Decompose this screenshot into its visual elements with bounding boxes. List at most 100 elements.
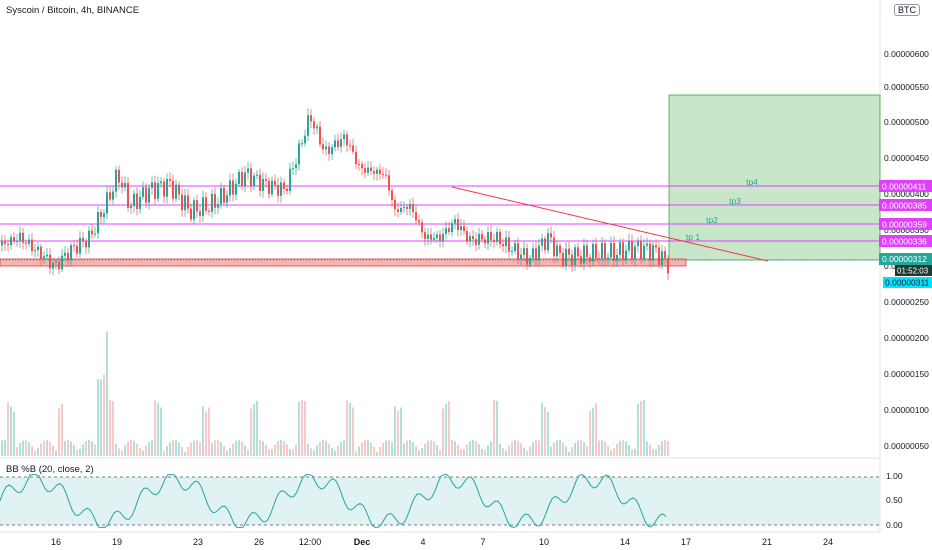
- candle-body: [397, 209, 399, 212]
- volume-bar: [364, 440, 366, 456]
- candle-body: [241, 171, 243, 186]
- candle-body: [49, 254, 51, 269]
- current-price-label: 0.00000312: [882, 254, 927, 264]
- candle-body: [112, 191, 114, 200]
- candle-body: [544, 238, 546, 251]
- volume-bar: [160, 407, 162, 456]
- candle-body: [253, 175, 255, 187]
- candle-body: [289, 168, 291, 191]
- volume-bar: [193, 440, 195, 456]
- price-tick-label: 0.00000500: [884, 117, 929, 127]
- price-tick-label: 0.00000400: [884, 189, 929, 199]
- candle-body: [457, 219, 459, 231]
- candle-body: [529, 257, 531, 265]
- candle-body: [46, 254, 48, 257]
- volume-bar: [475, 441, 477, 456]
- time-tick-label: 19: [112, 537, 122, 547]
- volume-bar: [490, 441, 492, 456]
- candle-body: [667, 258, 669, 274]
- level-price-label: 0.00000385: [882, 201, 927, 211]
- time-tick-label: 26: [254, 537, 264, 547]
- candle-body: [583, 245, 585, 264]
- candle-body: [10, 237, 12, 246]
- price-tick-label: 0.00000050: [884, 441, 929, 451]
- volume-bar: [88, 440, 90, 456]
- candle-body: [517, 243, 519, 259]
- candle-body: [469, 236, 471, 242]
- volume-bar: [526, 451, 528, 456]
- candle-body: [136, 193, 138, 209]
- volume-bar: [598, 440, 600, 456]
- volume-bar: [256, 400, 258, 456]
- volume-bar: [454, 441, 456, 456]
- candle-body: [166, 179, 168, 197]
- candle-body: [37, 246, 39, 251]
- candle-body: [298, 143, 300, 165]
- candle-body: [4, 241, 6, 244]
- time-tick-label: 14: [620, 537, 630, 547]
- volume-bar: [565, 446, 567, 456]
- candle-body: [553, 237, 555, 257]
- volume-bar: [604, 441, 606, 456]
- candle-body: [379, 169, 381, 174]
- candle-body: [496, 231, 498, 242]
- candle-body: [208, 210, 210, 212]
- volume-bar: [523, 447, 525, 456]
- volume-bar: [58, 408, 60, 456]
- candle-body: [481, 233, 483, 240]
- candle-body: [658, 247, 660, 265]
- price-tick-label: 0.00000200: [884, 333, 929, 343]
- volume-bar: [664, 440, 666, 456]
- volume-bar: [511, 441, 513, 456]
- candle-body: [103, 213, 105, 217]
- candle-body: [235, 183, 237, 195]
- volume-bar: [439, 450, 441, 456]
- candle-body: [97, 212, 99, 234]
- candle-body: [313, 121, 315, 129]
- candle-body: [217, 204, 219, 208]
- volume-bar: [502, 448, 504, 456]
- candle-body: [568, 248, 570, 255]
- volume-bar: [436, 445, 438, 456]
- candle-body: [247, 168, 249, 173]
- price-tick-label: 0.00000550: [884, 82, 929, 92]
- level-price-label: 0.00000411: [882, 182, 927, 192]
- volume-bar: [91, 441, 93, 456]
- candle-body: [478, 233, 480, 245]
- volume-bar: [340, 442, 342, 456]
- time-tick-label: 7: [480, 537, 485, 547]
- bb-tick-label: 0.50: [886, 495, 903, 505]
- volume-bar: [586, 446, 588, 456]
- volume-bar: [19, 442, 21, 456]
- candle-body: [283, 182, 285, 189]
- volume-bar: [13, 411, 15, 456]
- candle-body: [175, 184, 177, 199]
- candle-body: [367, 167, 369, 173]
- countdown-label: 01:52:03: [897, 267, 929, 276]
- volume-bar: [217, 440, 219, 456]
- volume-bar: [520, 443, 522, 456]
- volume-bar: [562, 442, 564, 456]
- candle-body: [94, 233, 96, 235]
- candle-body: [514, 243, 516, 251]
- volume-bar: [97, 379, 99, 456]
- volume-bar: [568, 451, 570, 456]
- volume-bar: [544, 407, 546, 456]
- volume-bar: [337, 445, 339, 456]
- candle-body: [196, 200, 198, 212]
- volume-bar: [67, 440, 69, 456]
- candle-body: [406, 206, 408, 209]
- candle-body: [415, 212, 417, 221]
- volume-bar: [613, 448, 615, 456]
- candle-body: [652, 245, 654, 261]
- volume-bar: [358, 446, 360, 456]
- time-tick-label: 16: [51, 537, 61, 547]
- volume-bar: [622, 440, 624, 456]
- candle-body: [361, 164, 363, 169]
- candle-body: [256, 174, 258, 176]
- currency-badge[interactable]: BTC: [894, 4, 920, 16]
- candle-body: [631, 240, 633, 259]
- candle-body: [574, 247, 576, 266]
- candle-body: [109, 192, 111, 200]
